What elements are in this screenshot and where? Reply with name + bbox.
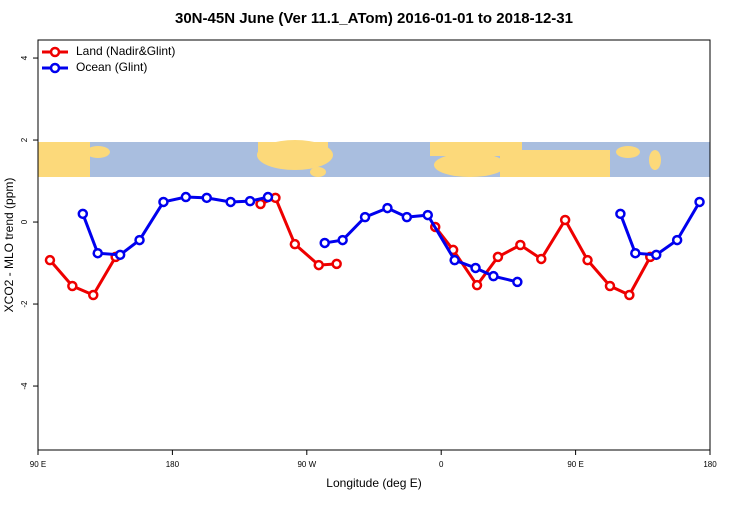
series-line [618,201,701,257]
point [671,234,683,246]
y-tick-label: -4 [20,382,29,390]
point [244,195,256,207]
point [382,202,393,214]
point [337,234,348,246]
point [114,249,126,261]
series-line [81,195,269,257]
point [422,209,434,221]
point [536,253,547,265]
point [630,247,641,259]
point [604,280,616,292]
point [559,214,571,226]
map-strip [38,140,710,177]
point [512,276,523,288]
y-tick-label: 2 [20,137,29,142]
legend-label: Ocean (Glint) [76,60,147,74]
point [694,196,705,208]
y-tick-label: 0 [20,219,29,224]
point [262,191,274,203]
point [449,254,460,266]
series-line [324,206,518,284]
point [582,254,593,266]
point [492,251,504,263]
point [225,196,236,208]
point [158,196,169,208]
point [134,234,145,246]
point [180,191,192,203]
point [77,208,89,220]
point [313,259,324,271]
point [201,192,212,204]
point [470,262,481,274]
y-tick-label: -2 [20,300,29,308]
point [289,238,301,250]
x-tick-label: 0 [439,460,444,469]
point [401,211,413,223]
legend-marker [49,46,61,58]
x-tick-label: 180 [166,460,180,469]
chart-title: 30N-45N June (Ver 11.1_ATom) 2016-01-01 … [175,10,573,27]
point [92,247,103,259]
plot-frame [37,39,711,451]
point [624,289,635,301]
point [359,211,371,223]
series-line [259,195,337,267]
x-tick-label: 90 E [567,460,583,469]
x-tick-label: 180 [703,460,717,469]
point [515,239,526,251]
point [88,289,99,301]
point [255,198,266,210]
series-line [48,256,117,297]
legend-marker [49,62,61,74]
y-tick-label: 4 [20,55,29,60]
y-axis-label: XCO2 - MLO trend (ppm) [2,178,16,313]
x-axis-label: Longitude (deg E) [326,476,421,490]
point [488,270,499,282]
legend-label: Land (Nadir&Glint) [76,44,175,58]
point [67,280,78,292]
point [650,249,662,261]
x-tick-label: 90 W [297,460,316,469]
point [471,279,483,291]
point [615,208,626,220]
point [331,258,342,270]
point [319,237,330,249]
point [44,254,56,266]
x-tick-label: 90 E [30,460,46,469]
